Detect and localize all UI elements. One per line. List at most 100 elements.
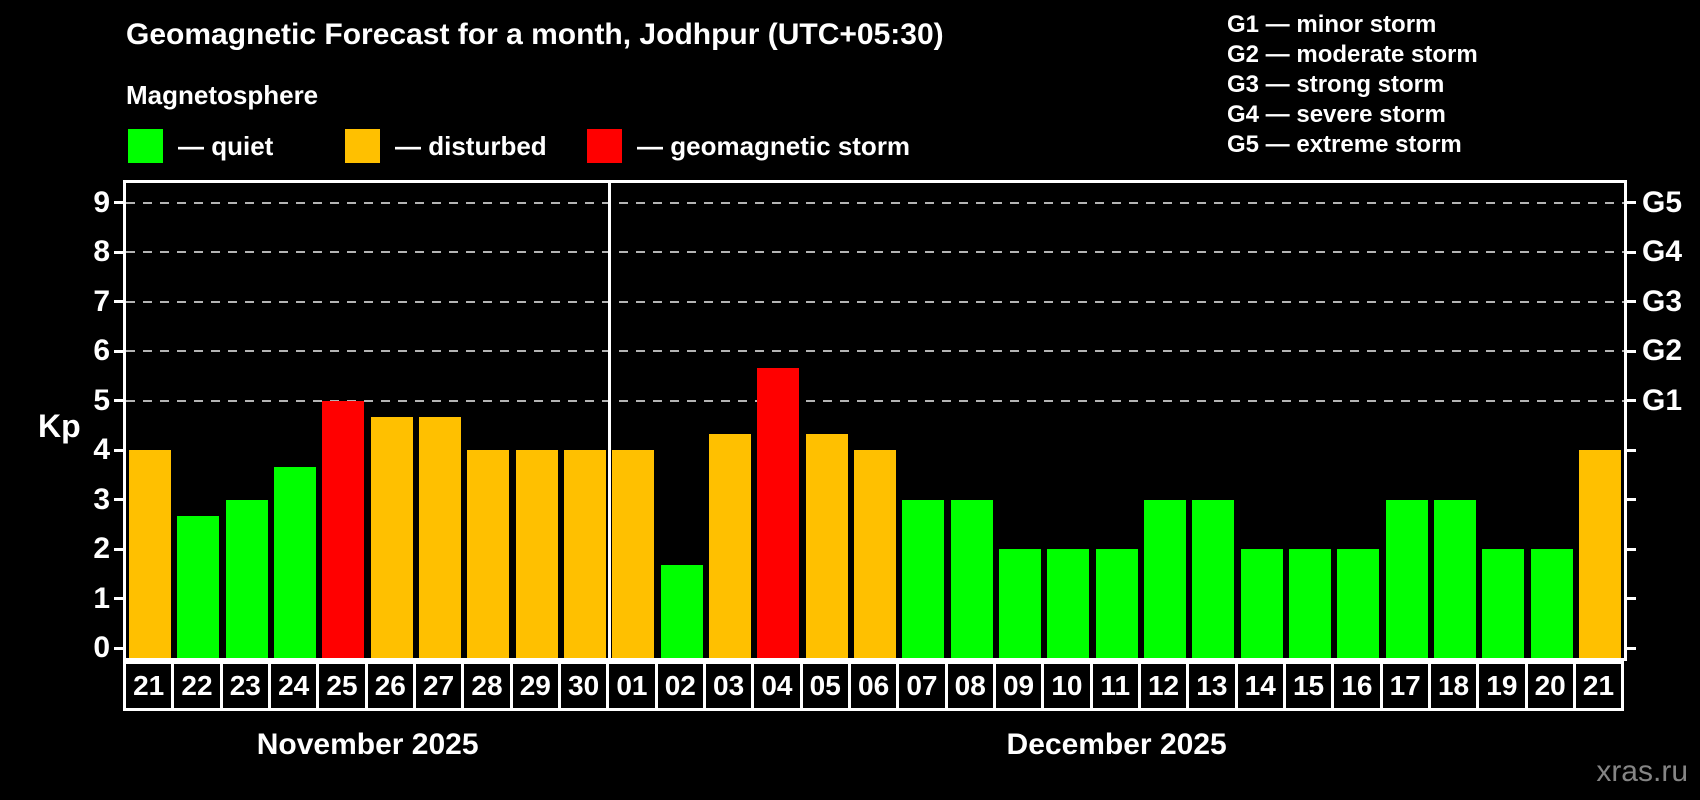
date-cell: 12 (1137, 661, 1190, 711)
gridline-kp-7 (126, 300, 1624, 303)
date-cell: 21 (123, 661, 175, 711)
legend-item-disturbed: — disturbed (345, 129, 547, 163)
y-tick-label: 5 (93, 383, 110, 417)
y-tick-label: 3 (93, 482, 110, 516)
date-cell: 09 (992, 661, 1045, 711)
date-axis: 21 22 23 24 25 26 27 28 29 30 01 02 03 04 05 06 07 08 09 10… (123, 661, 1625, 711)
y-tick-label: 9 (93, 185, 110, 219)
g-level-label: G3 (1642, 284, 1683, 318)
axis-tick (114, 597, 123, 601)
g-scale-line: G2 — moderate storm (1227, 41, 1478, 68)
g-scale-line: G1 — minor storm (1227, 11, 1437, 38)
date-cell: 05 (799, 661, 851, 711)
date-cell: 11 (1089, 661, 1141, 711)
legend-label-storm: — geomagnetic storm (637, 130, 911, 161)
kp-bar (1288, 549, 1331, 658)
kp-bar (1482, 549, 1525, 658)
kp-bar (129, 450, 172, 658)
date-cell: 01 (606, 661, 658, 711)
axis-tick (1627, 300, 1636, 304)
gridline-kp-6 (126, 350, 1624, 353)
axis-tick (114, 646, 123, 650)
kp-bar (1433, 499, 1476, 658)
kp-bar (1240, 549, 1283, 658)
legend-label-disturbed: — disturbed (395, 130, 547, 161)
axis-tick (114, 201, 123, 205)
axis-tick (1627, 448, 1636, 452)
axis-tick (1627, 498, 1636, 502)
date-cell: 06 (847, 661, 900, 711)
month-separator (607, 183, 611, 658)
axis-tick (114, 349, 123, 353)
kp-bar (902, 499, 945, 658)
date-cell: 21 (1572, 661, 1625, 711)
kp-bar (225, 499, 268, 658)
g-level-label: G2 (1642, 334, 1683, 368)
kp-bar (274, 466, 317, 658)
date-cell: 24 (267, 661, 320, 711)
date-cell: 08 (944, 661, 996, 711)
axis-tick (114, 250, 123, 254)
gridline-kp-8 (126, 251, 1624, 254)
kp-bar (1385, 499, 1428, 658)
kp-bar (419, 417, 462, 658)
legend-item-quiet: — quiet (128, 129, 273, 163)
kp-bar (322, 400, 365, 658)
g-level-label: G4 (1642, 235, 1683, 269)
date-cell: 20 (1524, 661, 1576, 711)
date-cell: 16 (1331, 661, 1383, 711)
kp-bar (1143, 499, 1186, 658)
date-cell: 23 (219, 661, 271, 711)
date-cell: 04 (751, 661, 803, 711)
legend-item-storm: — geomagnetic storm (587, 129, 910, 163)
date-cell: 07 (896, 661, 948, 711)
g-scale-line: G4 — severe storm (1227, 101, 1446, 128)
chart-title: Geomagnetic Forecast for a month, Jodhpu… (126, 18, 944, 51)
date-cell: 15 (1282, 661, 1335, 711)
kp-bar (805, 433, 848, 658)
kp-bar (1530, 549, 1573, 658)
g-level-label: G5 (1642, 185, 1683, 219)
axis-tick (1627, 349, 1636, 353)
y-tick-label: 6 (93, 334, 110, 368)
axis-tick (114, 300, 123, 304)
date-cell: 17 (1379, 661, 1431, 711)
kp-bar (1192, 499, 1235, 658)
kp-bar (1095, 549, 1138, 658)
disturbed-swatch (345, 129, 380, 163)
plot-area (123, 180, 1627, 661)
legend-label-quiet: — quiet (178, 130, 274, 161)
kp-bar (757, 367, 800, 658)
y-tick-label: 4 (93, 433, 110, 467)
kp-bar (709, 433, 752, 658)
watermark: xras.ru (1596, 755, 1688, 788)
date-cell: 13 (1186, 661, 1238, 711)
g-scale-line: G5 — extreme storm (1227, 131, 1462, 158)
date-cell: 02 (654, 661, 706, 711)
date-cell: 26 (364, 661, 416, 711)
kp-bar (467, 450, 510, 658)
kp-bar (177, 516, 220, 658)
kp-bar (564, 450, 607, 658)
y-axis-title: Kp (38, 408, 81, 444)
date-cell: 27 (412, 661, 465, 711)
y-tick-label: 8 (93, 235, 110, 269)
kp-bar (515, 450, 558, 658)
date-cell: 18 (1427, 661, 1480, 711)
y-tick-label: 2 (93, 532, 110, 566)
kp-bar (854, 450, 896, 658)
kp-bar (950, 499, 993, 658)
date-cell: 28 (461, 661, 513, 711)
date-cell: 22 (171, 661, 223, 711)
date-cell: 14 (1234, 661, 1286, 711)
date-cell: 19 (1476, 661, 1528, 711)
axis-tick (114, 399, 123, 403)
date-cell: 30 (557, 661, 610, 711)
gridline-kp-5 (126, 399, 1624, 402)
kp-bar (1047, 549, 1090, 658)
axis-tick (1627, 201, 1636, 205)
axis-tick (1627, 250, 1636, 254)
quiet-swatch (128, 129, 163, 163)
axis-tick (114, 498, 123, 502)
